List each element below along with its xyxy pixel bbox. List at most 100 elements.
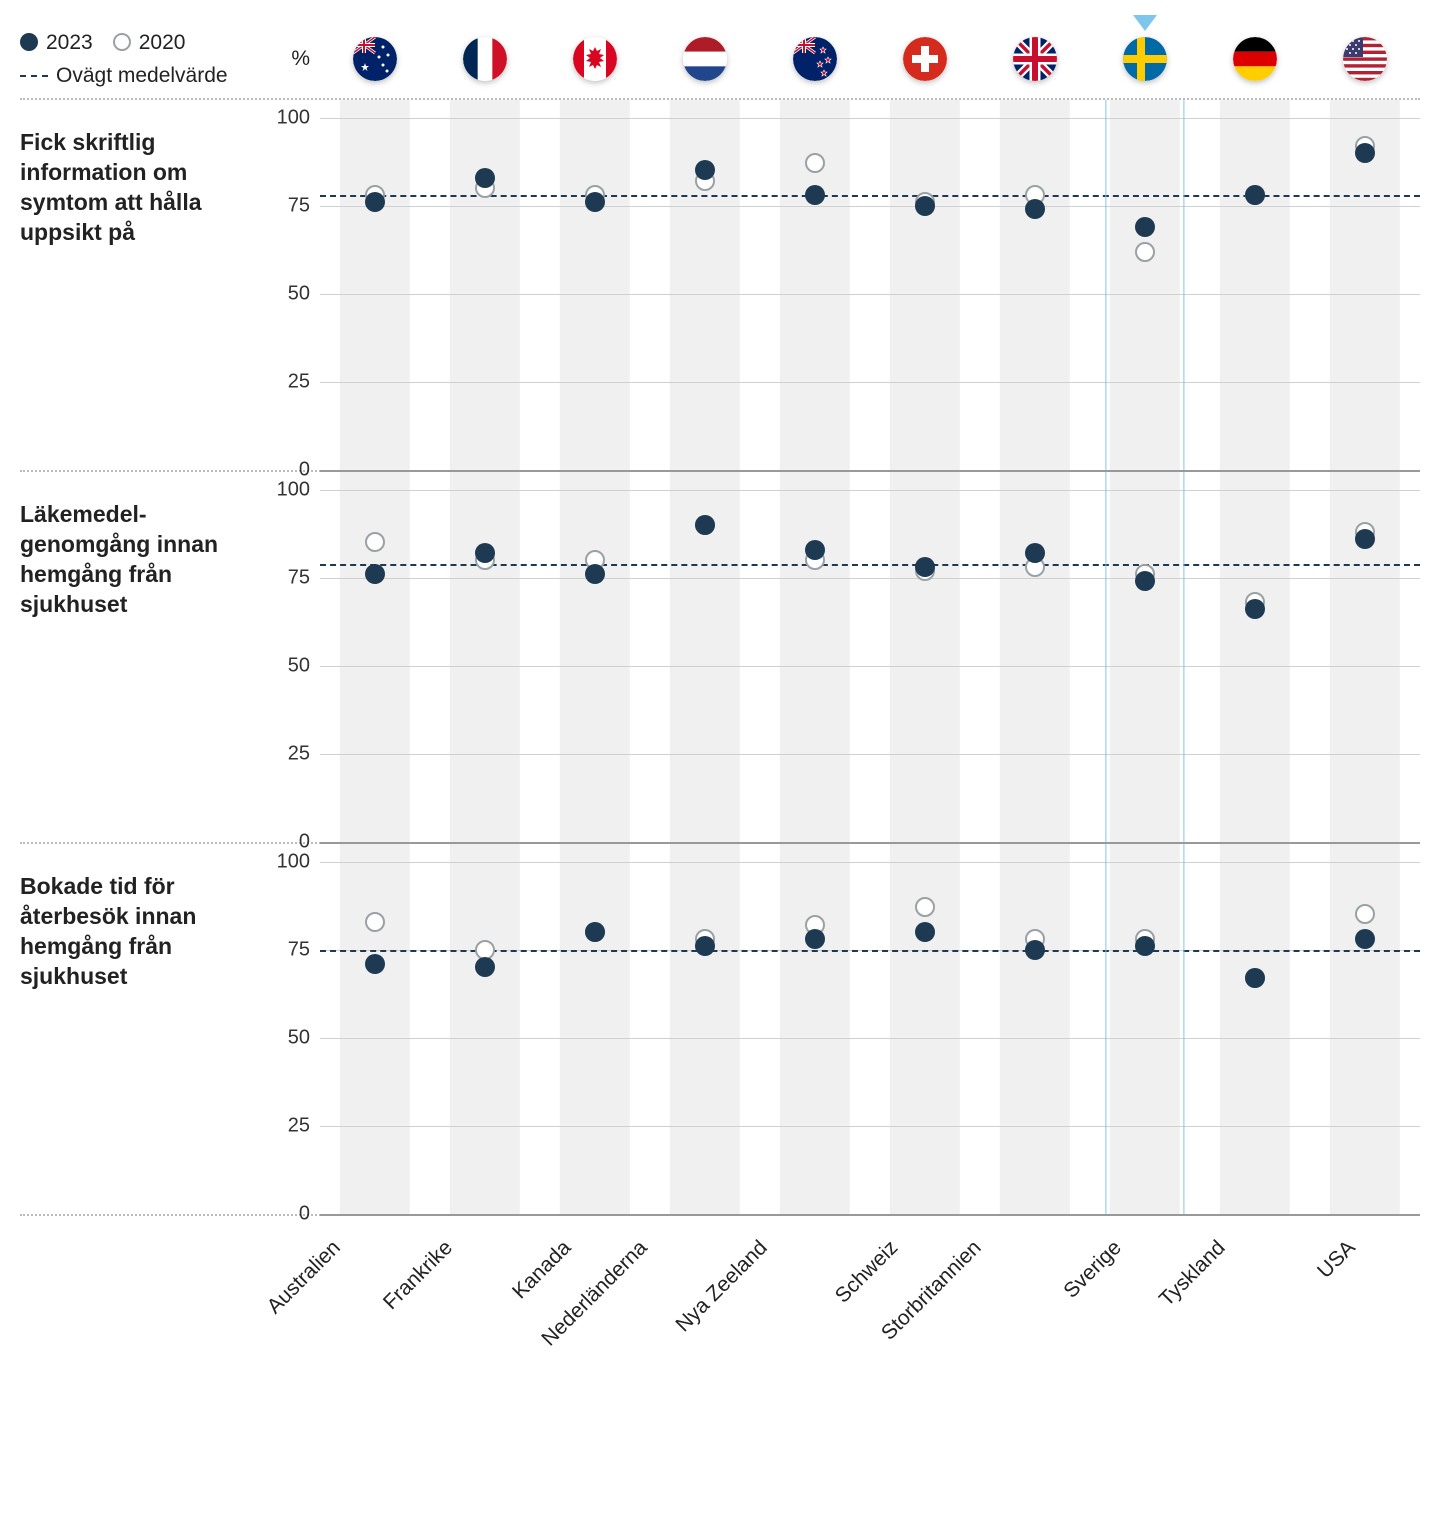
- point-2023: [1135, 217, 1155, 237]
- x-axis-row: AustralienFrankrikeKanadaNederländernaNy…: [20, 1216, 1420, 1366]
- point-2023: [475, 168, 495, 188]
- point-2023: [805, 185, 825, 205]
- marker-2023-icon: [20, 33, 38, 51]
- column-bg: [1000, 472, 1070, 842]
- legend-item-2020: 2020: [113, 28, 186, 57]
- legend-2020-label: 2020: [139, 28, 186, 57]
- y-tick-label: 100: [277, 850, 310, 873]
- flag-fra-icon: [463, 37, 507, 81]
- column-bg: [1220, 472, 1290, 842]
- column-bg: [340, 100, 410, 470]
- point-2023: [915, 557, 935, 577]
- point-2020: [365, 912, 385, 932]
- percent-symbol: %: [260, 47, 320, 71]
- panel-1: Läkemedel­genomgång innan hemgång från s…: [20, 472, 1420, 844]
- point-2023: [915, 196, 935, 216]
- y-tick-label: 25: [288, 742, 310, 765]
- point-2023: [365, 192, 385, 212]
- panel-title: Bokade tid för återbesök innan hemgång f…: [20, 844, 260, 1214]
- panel-2: Bokade tid för återbesök innan hemgång f…: [20, 844, 1420, 1216]
- marker-2020-icon: [113, 33, 131, 51]
- point-2023: [805, 929, 825, 949]
- gridline: [320, 490, 1420, 491]
- point-2023: [365, 954, 385, 974]
- y-axis: 0255075100: [260, 472, 320, 842]
- x-axis-label: Sverige: [1059, 1236, 1126, 1303]
- point-2023: [1355, 529, 1375, 549]
- y-tick-label: 75: [288, 194, 310, 217]
- point-2023: [475, 957, 495, 977]
- y-tick-label: 50: [288, 282, 310, 305]
- point-2023: [1025, 199, 1045, 219]
- column-bg: [670, 100, 740, 470]
- panels-container: Fick skriftlig information om symtom att…: [20, 100, 1420, 1216]
- panel-title: Läkemedel­genomgång innan hemgång från s…: [20, 472, 260, 842]
- x-axis-label: Nya Zeeland: [671, 1236, 772, 1337]
- column-bg: [780, 844, 850, 1214]
- point-2023: [1245, 968, 1265, 988]
- column-bg: [450, 844, 520, 1214]
- point-2023: [695, 936, 715, 956]
- gridline: [320, 294, 1420, 295]
- gridline: [320, 578, 1420, 579]
- point-2023: [695, 160, 715, 180]
- x-axis-label: Schweiz: [831, 1236, 903, 1308]
- point-2023: [1025, 940, 1045, 960]
- legend-item-mean: Ovägt medelvärde: [20, 61, 228, 90]
- y-tick-label: 100: [277, 106, 310, 129]
- column-bg: [890, 472, 960, 842]
- column-bg: [1330, 844, 1400, 1214]
- column-bg: [1000, 100, 1070, 470]
- point-2023: [805, 540, 825, 560]
- panel-0: Fick skriftlig information om symtom att…: [20, 100, 1420, 472]
- column-bg: [890, 100, 960, 470]
- flag-swe-icon: [1123, 37, 1167, 81]
- x-axis-label: Tyskland: [1155, 1236, 1231, 1312]
- column-bg: [670, 844, 740, 1214]
- column-bg: [560, 844, 630, 1214]
- chart-container: 2023 2020 Ovägt medelvärde % Fick skrift…: [20, 20, 1420, 1366]
- y-tick-label: 25: [288, 370, 310, 393]
- point-2023: [1135, 571, 1155, 591]
- gridline: [320, 1126, 1420, 1127]
- y-tick-label: 100: [277, 478, 310, 501]
- flag-nzl-icon: [793, 37, 837, 81]
- column-bg: [340, 844, 410, 1214]
- point-2023: [1355, 929, 1375, 949]
- legend-row: 2023 2020 Ovägt medelvärde %: [20, 20, 1420, 100]
- point-2023: [1355, 143, 1375, 163]
- flag-usa-icon: [1343, 37, 1387, 81]
- point-2020: [1135, 242, 1155, 262]
- point-2023: [475, 543, 495, 563]
- column-bg: [340, 472, 410, 842]
- point-2023: [585, 192, 605, 212]
- point-2023: [585, 922, 605, 942]
- flags-area: [320, 19, 1420, 99]
- flag-ger-icon: [1233, 37, 1277, 81]
- column-bg: [1110, 844, 1180, 1214]
- column-bg: [1110, 100, 1180, 470]
- y-axis: 0255075100: [260, 844, 320, 1214]
- y-tick-label: 50: [288, 654, 310, 677]
- legend-mean-label: Ovägt medelvärde: [56, 61, 228, 90]
- column-bg: [450, 472, 520, 842]
- column-bg: [560, 100, 630, 470]
- x-axis-label: Frankrike: [379, 1236, 458, 1315]
- point-2020: [1355, 904, 1375, 924]
- column-bg: [780, 472, 850, 842]
- panel-title: Fick skriftlig information om symtom att…: [20, 100, 260, 470]
- point-2023: [1025, 543, 1045, 563]
- point-2023: [915, 922, 935, 942]
- plot-area: [320, 472, 1420, 842]
- plot-area: [320, 100, 1420, 470]
- column-bg: [560, 472, 630, 842]
- gridline: [320, 382, 1420, 383]
- point-2023: [585, 564, 605, 584]
- column-bg: [450, 100, 520, 470]
- point-2023: [1245, 185, 1265, 205]
- plot-area: [320, 844, 1420, 1214]
- gridline: [320, 862, 1420, 863]
- highlight-marker-icon: [1133, 15, 1157, 31]
- gridline: [320, 206, 1420, 207]
- point-2023: [695, 515, 715, 535]
